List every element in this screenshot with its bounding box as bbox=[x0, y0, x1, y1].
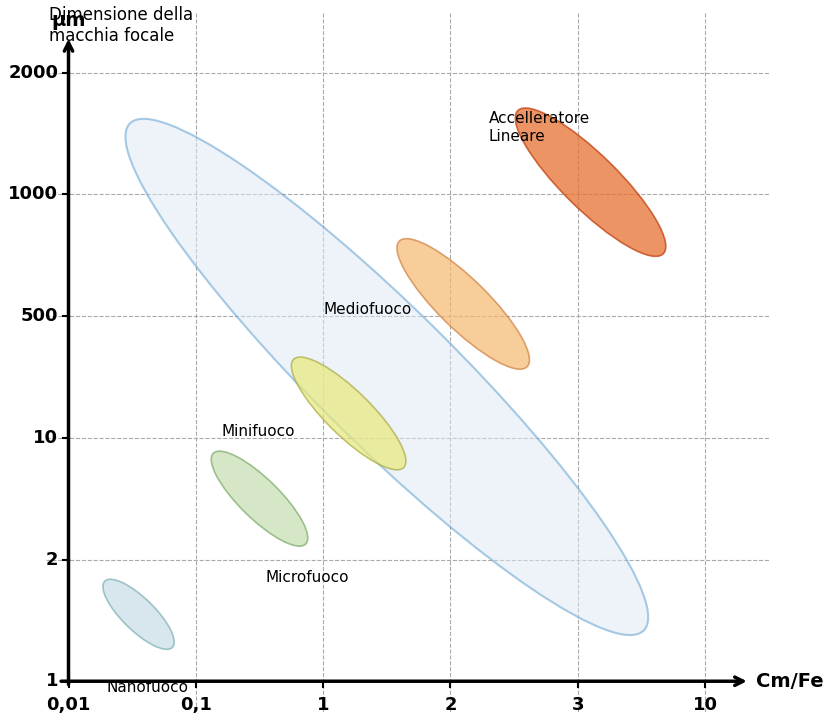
Text: 1: 1 bbox=[46, 672, 58, 690]
Text: Cm/Fe: Cm/Fe bbox=[756, 672, 824, 691]
Ellipse shape bbox=[291, 357, 406, 470]
Text: 3: 3 bbox=[572, 696, 584, 714]
Text: Microfuoco: Microfuoco bbox=[266, 571, 349, 585]
Text: 0,1: 0,1 bbox=[180, 696, 212, 714]
Text: Minifuoco: Minifuoco bbox=[221, 424, 295, 439]
Text: 500: 500 bbox=[21, 307, 58, 325]
Text: 0,01: 0,01 bbox=[47, 696, 91, 714]
Ellipse shape bbox=[397, 239, 529, 369]
Text: 2: 2 bbox=[46, 550, 58, 568]
Text: 2: 2 bbox=[444, 696, 457, 714]
Ellipse shape bbox=[211, 451, 308, 546]
Text: Dimensione della
macchia focale: Dimensione della macchia focale bbox=[49, 6, 194, 44]
Text: Nanofuoco: Nanofuoco bbox=[106, 680, 189, 695]
Ellipse shape bbox=[515, 108, 666, 256]
Text: μm: μm bbox=[52, 11, 86, 30]
Text: 10: 10 bbox=[33, 429, 58, 447]
Text: 10: 10 bbox=[692, 696, 718, 714]
Ellipse shape bbox=[126, 119, 648, 635]
Text: 1: 1 bbox=[317, 696, 329, 714]
Text: 2000: 2000 bbox=[8, 64, 58, 82]
Text: Mediofuoco: Mediofuoco bbox=[323, 303, 411, 318]
Text: Accelleratore
Lineare: Accelleratore Lineare bbox=[488, 111, 590, 143]
Text: 1000: 1000 bbox=[8, 185, 58, 203]
Ellipse shape bbox=[103, 579, 174, 649]
